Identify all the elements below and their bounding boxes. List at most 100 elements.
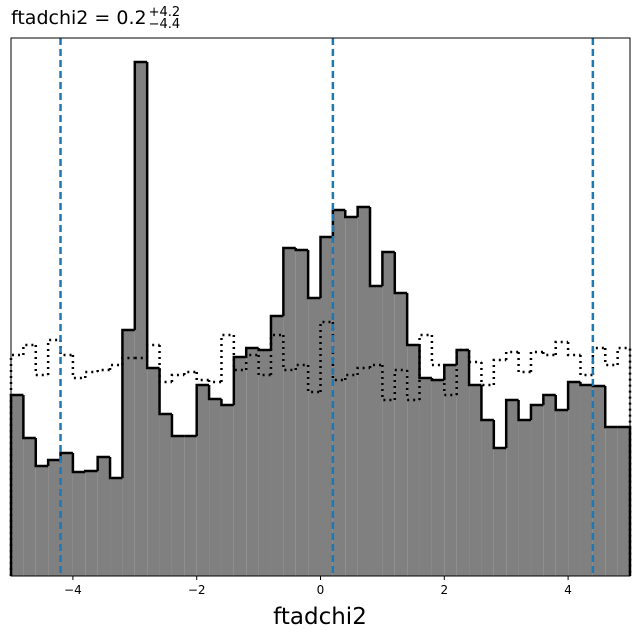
histogram-bar (258, 350, 271, 576)
histogram-bar (506, 400, 519, 576)
histogram-step (542, 393, 556, 405)
histogram-step (108, 363, 123, 370)
histogram-step (294, 363, 309, 370)
histogram-step (71, 355, 86, 380)
histogram-step (34, 438, 49, 468)
histogram-step (467, 350, 482, 364)
histogram-step (368, 363, 383, 368)
histogram-bar (419, 378, 432, 576)
histogram-bar (580, 385, 593, 576)
histogram-step (232, 335, 247, 372)
histogram-bar (444, 365, 457, 576)
histogram-bar (23, 438, 36, 576)
histogram-bar (357, 207, 371, 576)
histogram-bar (60, 453, 73, 576)
histogram-step (579, 382, 593, 387)
histogram-step (405, 293, 420, 347)
histogram-bar (122, 330, 135, 576)
histogram-bar (85, 471, 98, 576)
histogram-bar (555, 410, 569, 576)
x-tick-label: 0 (317, 583, 325, 597)
histogram-bar (147, 368, 160, 576)
histogram-step (504, 350, 519, 360)
title-sub: −4.4 (149, 17, 181, 32)
histogram-bar (543, 395, 556, 576)
histogram-step (282, 335, 296, 372)
histogram-step (529, 403, 544, 420)
x-tick-label: −4 (64, 583, 82, 597)
histogram-step (96, 455, 111, 471)
histogram-bar (518, 420, 531, 576)
histogram-step (244, 346, 259, 357)
x-tick-label: 4 (564, 583, 572, 597)
histogram-bar (394, 293, 408, 576)
histogram-bar (295, 250, 309, 576)
histogram-step (430, 335, 445, 367)
histogram-step (418, 333, 432, 400)
histogram-bar (605, 427, 618, 576)
histogram-step (381, 250, 395, 286)
histogram-step (467, 350, 482, 387)
histogram-step (344, 373, 358, 380)
histogram-step (591, 384, 606, 388)
histogram-bar (196, 385, 210, 576)
histogram-bar (617, 427, 630, 576)
histogram-bar (11, 395, 24, 576)
histogram-step (356, 205, 371, 217)
histogram-step (195, 372, 210, 382)
histogram-step (84, 370, 98, 378)
histogram-step (603, 386, 618, 429)
histogram-step (492, 420, 507, 450)
histogram-bar (407, 345, 420, 576)
histogram-bar (97, 457, 111, 576)
histogram-bar (469, 385, 482, 576)
histogram-step (96, 368, 111, 372)
histogram-step (542, 352, 556, 357)
histogram-step (220, 333, 234, 382)
histogram-step (145, 62, 160, 370)
histogram-step (46, 458, 61, 466)
histogram-step (84, 469, 98, 473)
histogram-step (195, 383, 210, 436)
histogram-bar (370, 286, 383, 576)
histogram-bar (283, 248, 296, 576)
histogram-step (170, 414, 185, 438)
histogram-step (59, 340, 73, 357)
title-main: ftadchi2 = 0.2 (11, 7, 147, 29)
histogram-step (133, 60, 148, 330)
histogram-bar (233, 357, 247, 576)
histogram-step (554, 340, 569, 355)
histogram-bar (308, 298, 321, 576)
histogram-bar (568, 382, 581, 576)
histogram-bar (246, 348, 259, 576)
histogram-step (430, 378, 445, 382)
histogram-step (145, 343, 160, 358)
histogram-step (232, 355, 247, 405)
histogram-step (108, 457, 123, 480)
histogram-step (282, 246, 296, 316)
histogram-bar (171, 436, 185, 576)
histogram-step (368, 207, 383, 288)
histogram-bar (382, 252, 395, 576)
histogram-step (22, 395, 36, 440)
histogram-bar (221, 405, 234, 576)
x-axis-label: ftadchi2 (273, 604, 367, 630)
chart-title: ftadchi2 = 0.2 +4.2 (11, 5, 180, 29)
histogram-step (319, 235, 333, 298)
histogram-step (517, 352, 531, 374)
x-tick-label: −2 (188, 583, 206, 597)
histogram-step (71, 453, 86, 474)
histogram-step (183, 370, 197, 375)
histogram-step (443, 365, 457, 397)
histogram-step (269, 333, 284, 375)
histogram-step (344, 210, 358, 219)
histogram-step (566, 342, 581, 357)
histogram-bar (345, 217, 358, 576)
histogram-bar (530, 405, 544, 576)
histogram-step (554, 395, 569, 412)
histogram-bar (184, 436, 197, 576)
histogram-bar (456, 350, 470, 576)
histogram-step (121, 328, 135, 478)
histogram-bar (159, 414, 172, 576)
histogram-step (393, 252, 408, 295)
